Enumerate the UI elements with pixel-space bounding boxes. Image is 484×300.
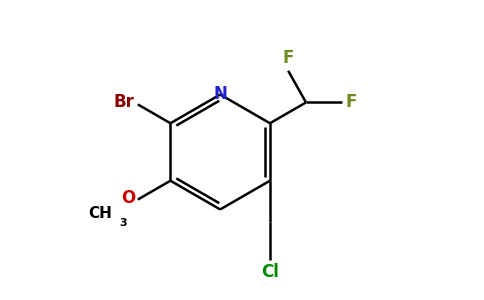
Text: O: O bbox=[121, 189, 136, 207]
Text: F: F bbox=[346, 93, 357, 111]
Text: Br: Br bbox=[114, 93, 135, 111]
Text: F: F bbox=[283, 49, 294, 67]
Text: Cl: Cl bbox=[261, 263, 279, 281]
Text: N: N bbox=[213, 85, 227, 103]
Text: 3: 3 bbox=[120, 218, 127, 228]
Text: CH: CH bbox=[88, 206, 112, 221]
